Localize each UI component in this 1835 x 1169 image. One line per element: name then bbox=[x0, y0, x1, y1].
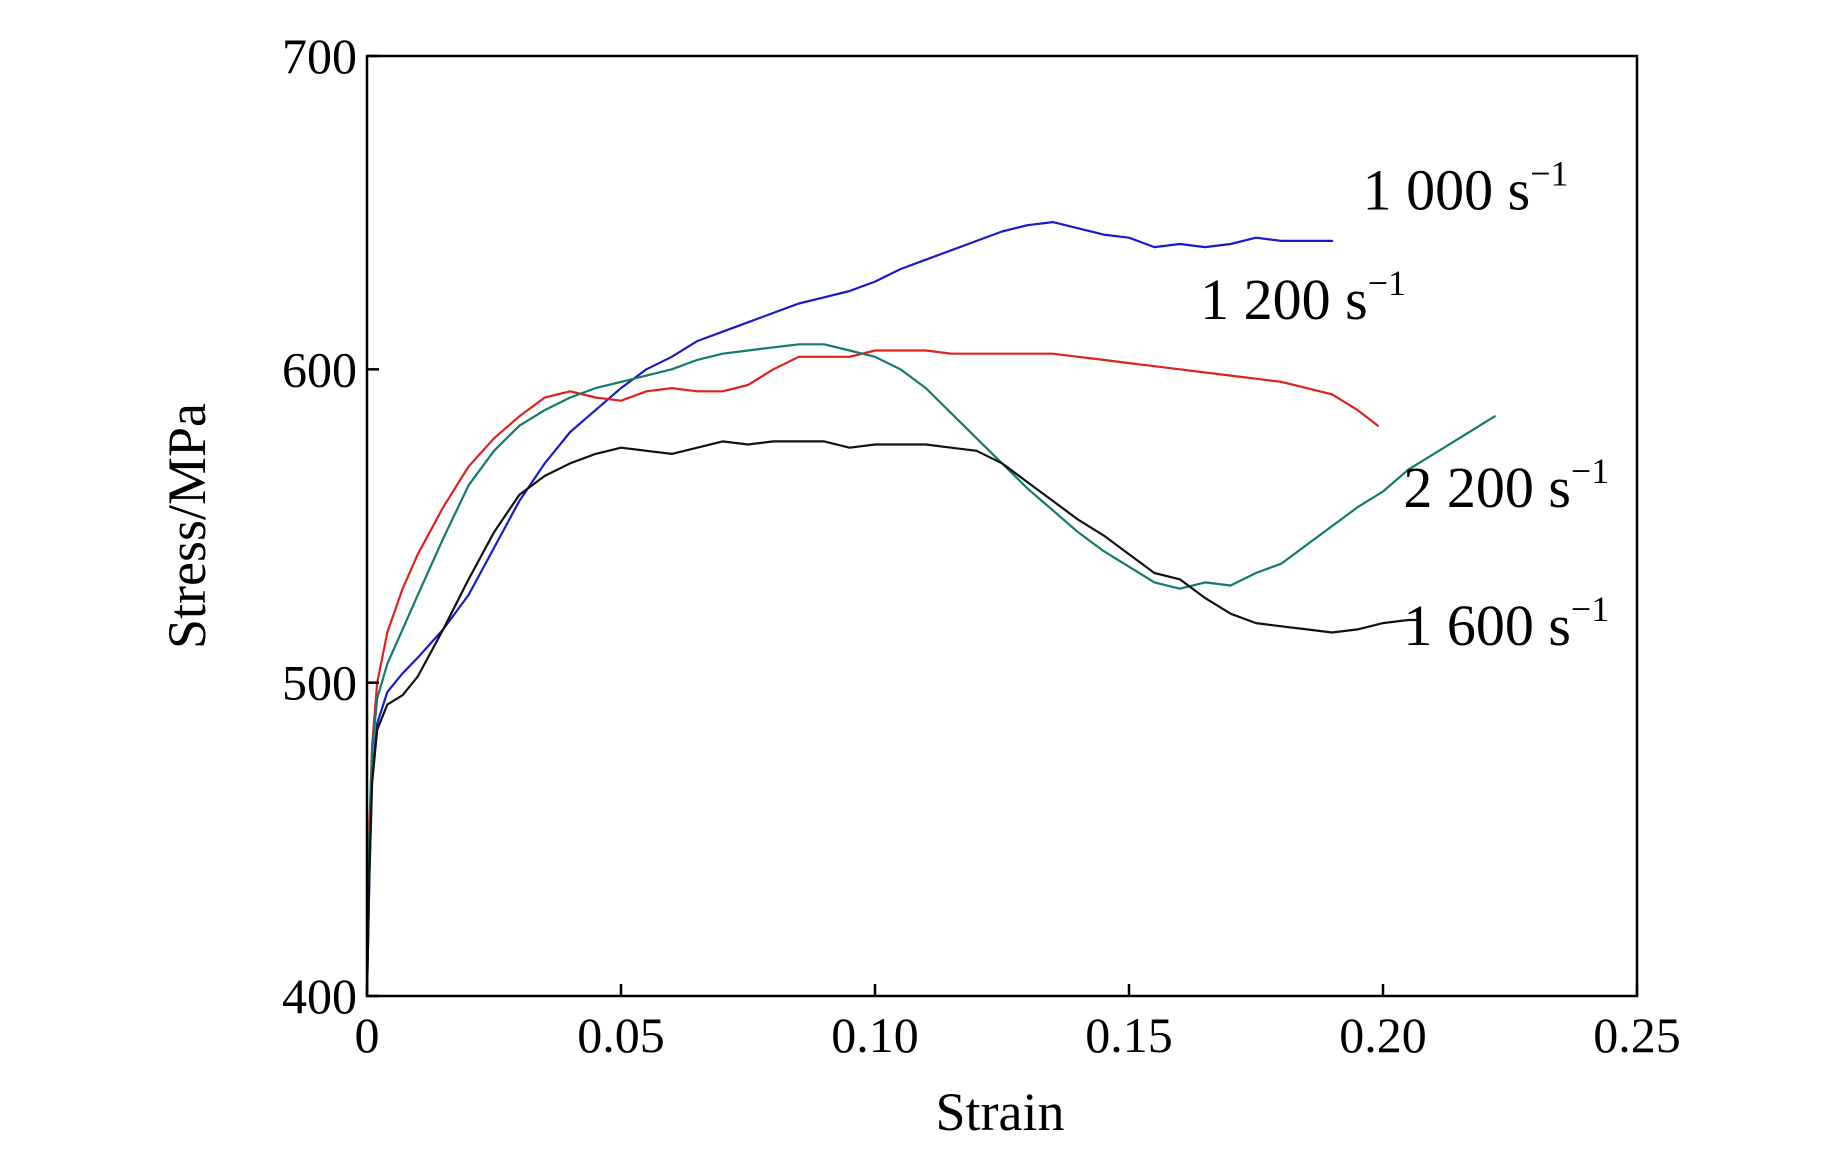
series-label-exponent-2: −1 bbox=[1571, 451, 1609, 491]
x-tick-label-4: 0.20 bbox=[1339, 1007, 1427, 1063]
y-tick-label-2: 600 bbox=[282, 341, 357, 397]
series-layer bbox=[365, 221, 1496, 998]
y-tick-label-3: 700 bbox=[282, 28, 357, 84]
series-line-2 bbox=[365, 343, 1496, 998]
x-tick-label-5: 0.25 bbox=[1593, 1007, 1681, 1063]
series-line-1 bbox=[365, 349, 1379, 998]
series-label-exponent-0: −1 bbox=[1530, 154, 1568, 194]
x-tick-label-2: 0.10 bbox=[831, 1007, 919, 1063]
x-tick-label-1: 0.05 bbox=[577, 1007, 665, 1063]
y-tick-label-1: 500 bbox=[282, 655, 357, 711]
series-label-exponent-1: −1 bbox=[1368, 263, 1406, 303]
y-axis-title: Stress/MPa bbox=[157, 403, 217, 649]
x-tick-label-0: 0 bbox=[355, 1007, 380, 1063]
x-tick-label-3: 0.15 bbox=[1085, 1007, 1173, 1063]
y-tick-label-0: 400 bbox=[282, 968, 357, 1024]
x-axis-title: Strain bbox=[936, 1082, 1065, 1142]
plot-frame bbox=[365, 54, 1639, 998]
series-label-exponent-3: −1 bbox=[1571, 589, 1609, 629]
tick-layer: 0 0.05 0.10 0.15 0.20 0.25 400 500 600 700 bbox=[282, 28, 1681, 1063]
series-line-3 bbox=[365, 440, 1420, 998]
